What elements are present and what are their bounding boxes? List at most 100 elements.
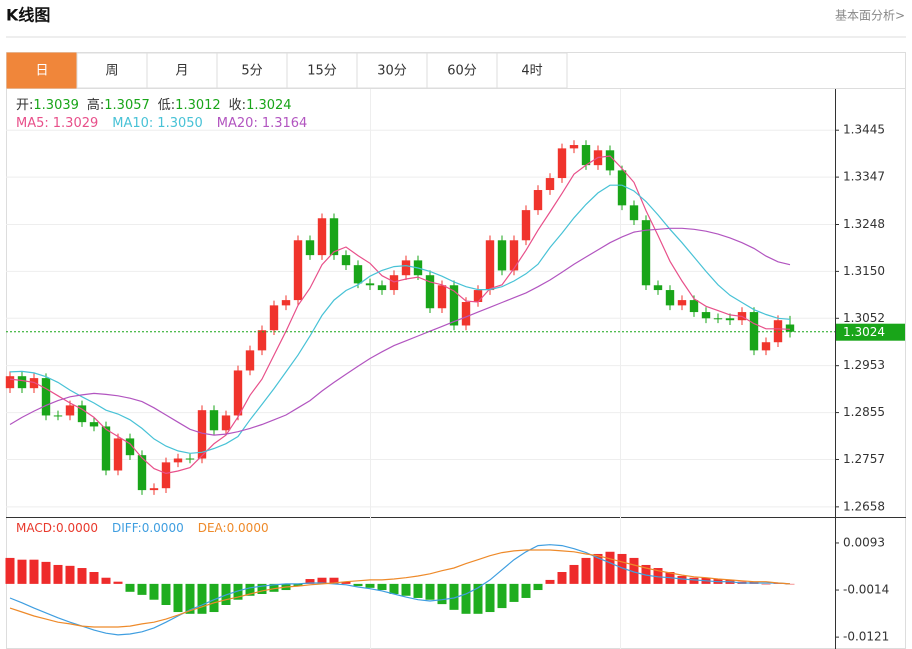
candle-body (701, 312, 711, 319)
y-tick-label: 1.3347 (843, 170, 885, 184)
tab[interactable] (216, 52, 288, 89)
tab[interactable] (496, 52, 568, 89)
candle-body (605, 150, 615, 171)
macd-bar (653, 568, 663, 584)
macd-bar (485, 583, 495, 613)
legend-value: 1.3164 (262, 116, 308, 131)
macd-bar (629, 557, 639, 584)
candle-body (377, 285, 387, 291)
candle-body (725, 318, 735, 321)
candle-body (17, 376, 27, 389)
current-price-label: 1.3024 (843, 325, 885, 339)
macd-bar (53, 564, 63, 584)
macd-bar (617, 553, 627, 584)
tab[interactable] (356, 52, 428, 89)
macd-bar (317, 577, 327, 584)
tab-bar: 日 周 月 5分 15分 30分 60分 4时 (6, 52, 568, 89)
readout: MA5: 1.3029 MA10: 1.3050 MA20: 1.3164 (16, 116, 307, 131)
macd-bar (197, 583, 207, 614)
macd-bar (569, 564, 579, 584)
legend-value: 1.3050 (157, 116, 203, 131)
tab-label[interactable]: 30分 (377, 64, 407, 79)
candle-body (137, 455, 147, 491)
candle-body (485, 240, 495, 291)
macd-bar (377, 583, 387, 591)
candle-body (581, 145, 591, 166)
candle-body (449, 285, 459, 326)
macd-bar (761, 583, 771, 585)
macd-bar (233, 583, 243, 600)
macd-bar (209, 583, 219, 613)
tab-label[interactable]: 60分 (447, 64, 477, 79)
candle-body (689, 300, 699, 313)
macd-bar (677, 575, 687, 584)
macd-bar (41, 561, 51, 584)
macd-line (9, 544, 791, 636)
macd-bar (557, 572, 567, 584)
macd-bar (77, 568, 87, 584)
candle-body (209, 410, 219, 431)
candle-body (329, 218, 339, 256)
tab[interactable] (6, 52, 78, 89)
candle-body (629, 205, 639, 221)
tab-label[interactable]: 4时 (521, 64, 542, 79)
candle-body (221, 415, 231, 431)
candle-body (305, 240, 315, 256)
y-tick-label: 1.3248 (843, 217, 885, 231)
labels: 1.3445 1.3347 1.3248 1.3150 1.3052 1.2953 1.28… (16, 97, 889, 644)
candle-body (125, 438, 135, 456)
macd-bar (137, 583, 147, 595)
tab[interactable] (426, 52, 498, 89)
ma-line (9, 155, 791, 475)
candle-body (425, 275, 435, 309)
macd-bar (341, 581, 351, 584)
macd-bar (593, 553, 603, 584)
candle-body (317, 218, 327, 256)
tab-label[interactable]: 周 (105, 64, 118, 79)
tab-label[interactable]: 日 (35, 64, 48, 79)
candle-body (761, 342, 771, 351)
tab[interactable] (286, 52, 358, 89)
legend-value: 1.3029 (53, 116, 99, 131)
macd-bar (641, 564, 651, 584)
candle-body (341, 255, 351, 266)
candle-body (29, 378, 39, 389)
candle-body (281, 300, 291, 306)
macd-bar (257, 583, 267, 594)
candle-body (77, 405, 87, 423)
legend-value: 0.0000 (56, 521, 98, 535)
tab-label[interactable]: 月 (175, 64, 188, 79)
readout-value: 1.3057 (104, 98, 150, 113)
readout-label: 收: (229, 98, 246, 113)
macd-bar (89, 572, 99, 584)
candle-body (185, 458, 195, 460)
candle-body (293, 240, 303, 301)
macd-bar (461, 583, 471, 614)
candle-body (437, 285, 447, 309)
candle-body (269, 305, 279, 331)
candle-body (401, 260, 411, 276)
candle-body (245, 350, 255, 371)
macd-bar (437, 583, 447, 605)
y-tick-label: 1.3052 (843, 311, 885, 325)
tab-label[interactable]: 15分 (307, 64, 337, 79)
ma-line (9, 227, 791, 436)
candle-body (653, 285, 663, 291)
macd-bar (689, 577, 699, 584)
readout-label: 高: (87, 97, 104, 113)
macd-bar (17, 559, 27, 584)
macd-bar (581, 557, 591, 584)
tab-label[interactable]: 5分 (241, 64, 262, 79)
candle-body (497, 240, 507, 271)
y-tick-label: 1.3150 (843, 264, 885, 278)
candle-body (41, 378, 51, 416)
readout: MACD:0.0000 DIFF:0.0000 DEA:0.0000 (16, 521, 269, 535)
macd-bar (269, 583, 279, 592)
candle-body (353, 265, 363, 284)
fundamentals-link[interactable]: 基本面分析> (835, 9, 905, 23)
macd-bar (149, 583, 159, 600)
legend-label: MACD: (16, 521, 56, 535)
candle-body (557, 148, 567, 179)
y-tick-label: 1.3445 (843, 123, 885, 137)
candle-body (545, 178, 555, 191)
